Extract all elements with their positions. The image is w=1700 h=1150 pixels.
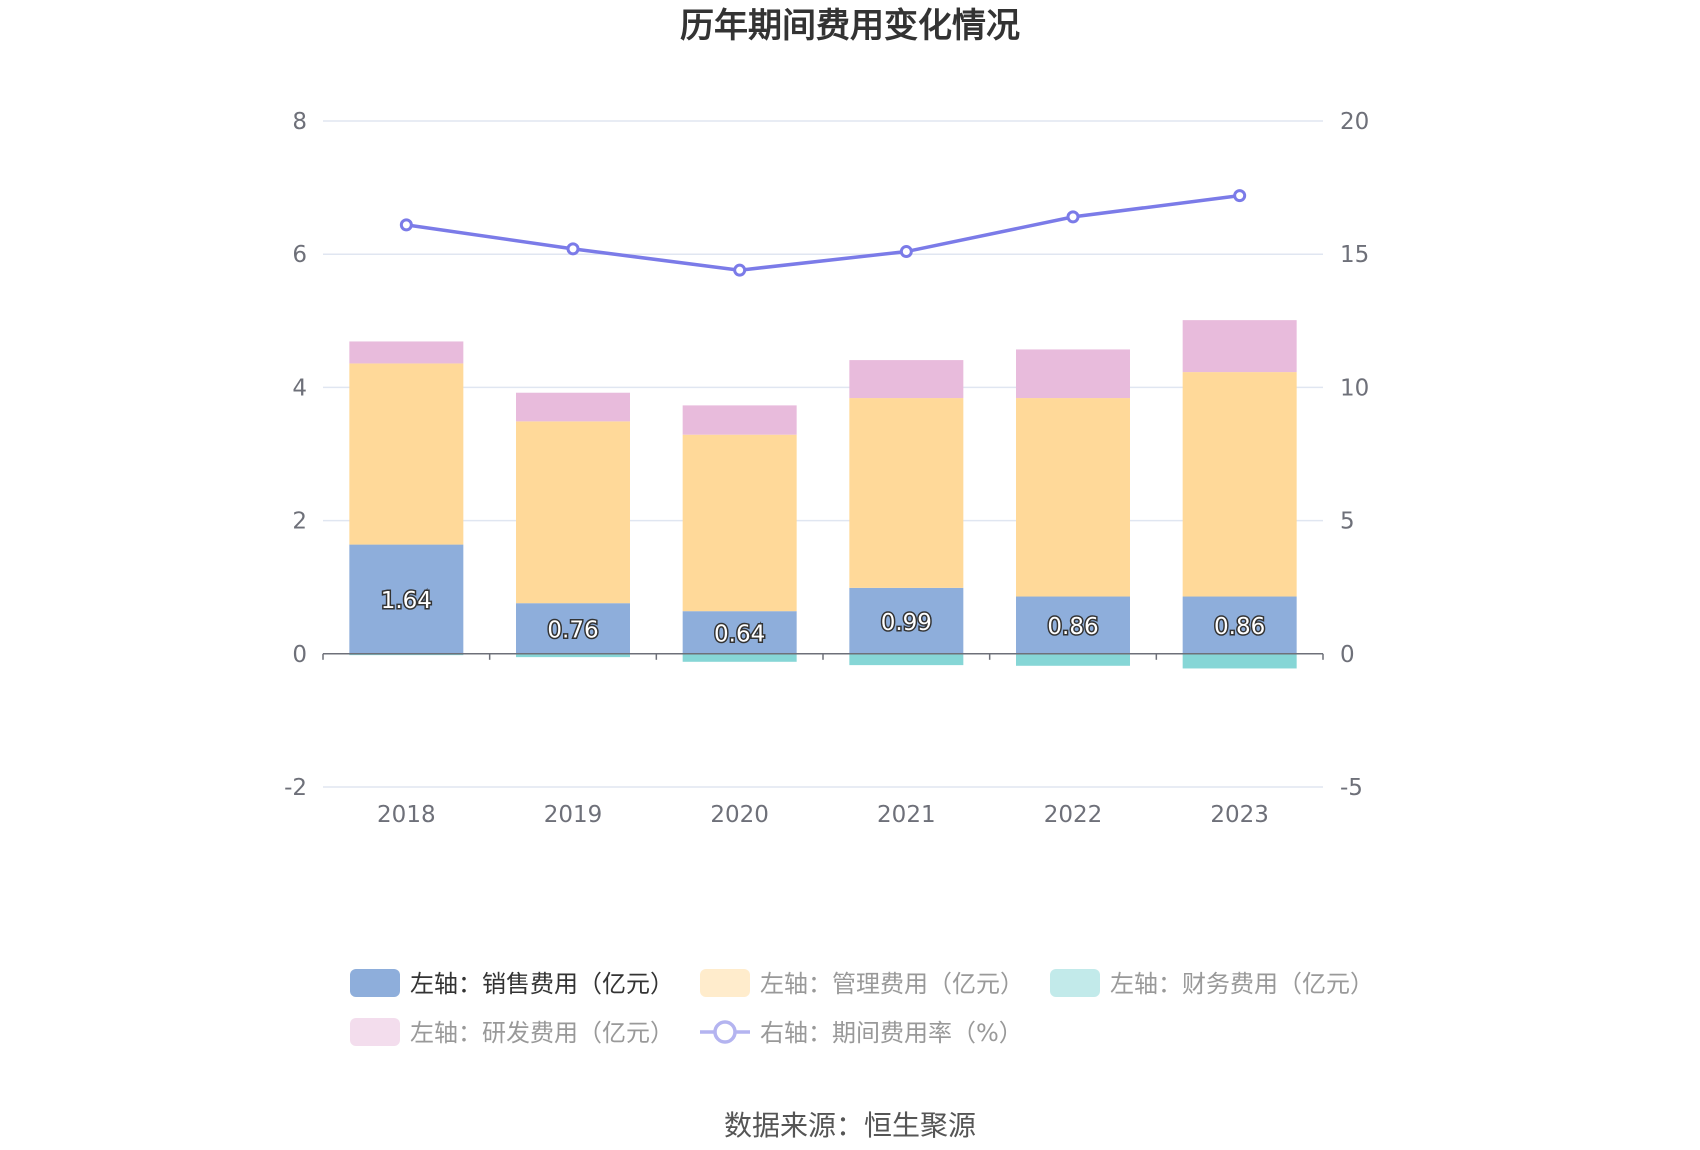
bar-segment xyxy=(349,341,464,364)
legend-label: 左轴：销售费用（亿元） xyxy=(410,970,674,998)
bar-segment xyxy=(516,392,630,422)
legend-marker xyxy=(713,1020,737,1044)
bar-segment xyxy=(1182,320,1297,373)
rate-point xyxy=(566,242,580,256)
grid-lines xyxy=(323,120,1323,788)
x-tick-label: 2019 xyxy=(544,802,603,828)
y-right-tick-label: 0 xyxy=(1340,642,1355,668)
bar-segment xyxy=(849,653,964,666)
y-right-tick-label: 5 xyxy=(1340,509,1355,535)
legend-label: 右轴：期间费用率（%） xyxy=(760,1019,1023,1047)
bar-segment xyxy=(1016,349,1130,399)
rate-line-path xyxy=(406,193,1240,272)
bar-segment xyxy=(1016,653,1130,666)
bar-label: 0.86 xyxy=(1047,614,1098,640)
x-tick-label: 2020 xyxy=(710,802,769,828)
legend-item: 左轴：销售费用（亿元） xyxy=(350,969,674,998)
rate-line xyxy=(399,189,1247,277)
bar-label: 0.76 xyxy=(547,617,598,643)
legend-item: 左轴：管理费用（亿元） xyxy=(700,969,1024,998)
x-tick-label: 2022 xyxy=(1044,802,1103,828)
x-axis: 2018 2019 2020 2021 2022 2023 xyxy=(322,653,1324,828)
bar-segment xyxy=(1182,653,1297,669)
legend-label: 左轴：财务费用（亿元） xyxy=(1110,970,1374,998)
legend-label: 左轴：管理费用（亿元） xyxy=(760,970,1024,998)
y-right-tick-label: 20 xyxy=(1340,109,1369,135)
legend-item: 左轴：财务费用（亿元） xyxy=(1050,969,1374,998)
x-tick-label: 2023 xyxy=(1210,802,1269,828)
bar-label: 0.99 xyxy=(881,610,932,636)
bar-label: 0.64 xyxy=(714,621,765,647)
bar-labels: 1.64 0.76 0.64 0.99 0.86 0.86 xyxy=(379,587,1267,649)
bar-segment xyxy=(1016,398,1130,597)
bars xyxy=(349,320,1297,669)
y-right-tick-label: 15 xyxy=(1340,242,1369,268)
y-right-tick-label: -5 xyxy=(1340,775,1363,801)
legend-swatch xyxy=(700,969,750,997)
bar-segment xyxy=(1182,372,1297,597)
x-tick-label: 2018 xyxy=(377,802,436,828)
chart-title: 历年期间费用变化情况 xyxy=(680,6,1020,46)
bar-segment xyxy=(516,653,630,658)
x-tick-label: 2021 xyxy=(877,802,936,828)
y-left-tick-label: 2 xyxy=(292,509,307,535)
rate-point xyxy=(733,263,747,277)
bar-segment xyxy=(1016,596,1130,654)
bar-segment xyxy=(682,611,797,654)
legend-item: 右轴：期间费用率（%） xyxy=(700,1019,1023,1047)
rate-point xyxy=(399,218,413,232)
legend-swatch xyxy=(350,969,400,997)
bar-segment xyxy=(349,544,464,654)
y-left-tick-label: 0 xyxy=(292,642,307,668)
legend-swatch xyxy=(1050,969,1100,997)
source-note: 数据来源：恒生聚源 xyxy=(724,1109,976,1142)
bar-segment xyxy=(849,360,964,399)
legend-item: 左轴：研发费用（亿元） xyxy=(350,1018,674,1047)
rate-point xyxy=(1233,189,1247,203)
bar-segment xyxy=(849,587,964,654)
bar-segment xyxy=(849,398,964,588)
bar-segment xyxy=(1182,596,1297,654)
bar-segment xyxy=(516,603,630,654)
bar-segment xyxy=(682,405,797,435)
y-axis-left: -2 0 2 4 6 8 xyxy=(284,109,307,801)
bar-segment xyxy=(516,421,630,604)
rate-point xyxy=(1066,210,1080,224)
bar-segment xyxy=(349,363,464,545)
y-left-tick-label: 6 xyxy=(292,242,307,268)
y-left-tick-label: 8 xyxy=(292,109,307,135)
bar-segment xyxy=(682,653,797,662)
bar-segment xyxy=(682,434,797,612)
y-axis-right: -5 0 5 10 15 20 xyxy=(1340,109,1369,801)
rate-point xyxy=(899,245,913,259)
y-right-tick-label: 10 xyxy=(1340,375,1369,401)
bar-label: 1.64 xyxy=(381,588,432,614)
y-left-tick-label: 4 xyxy=(292,375,307,401)
legend-swatch xyxy=(350,1018,400,1046)
legend-label: 左轴：研发费用（亿元） xyxy=(410,1019,674,1047)
y-left-tick-label: -2 xyxy=(284,775,307,801)
bar-label: 0.86 xyxy=(1214,614,1265,640)
legend: 左轴：销售费用（亿元） 左轴：管理费用（亿元） 左轴：财务费用（亿元） 左轴：研发费用… xyxy=(350,969,1374,1047)
